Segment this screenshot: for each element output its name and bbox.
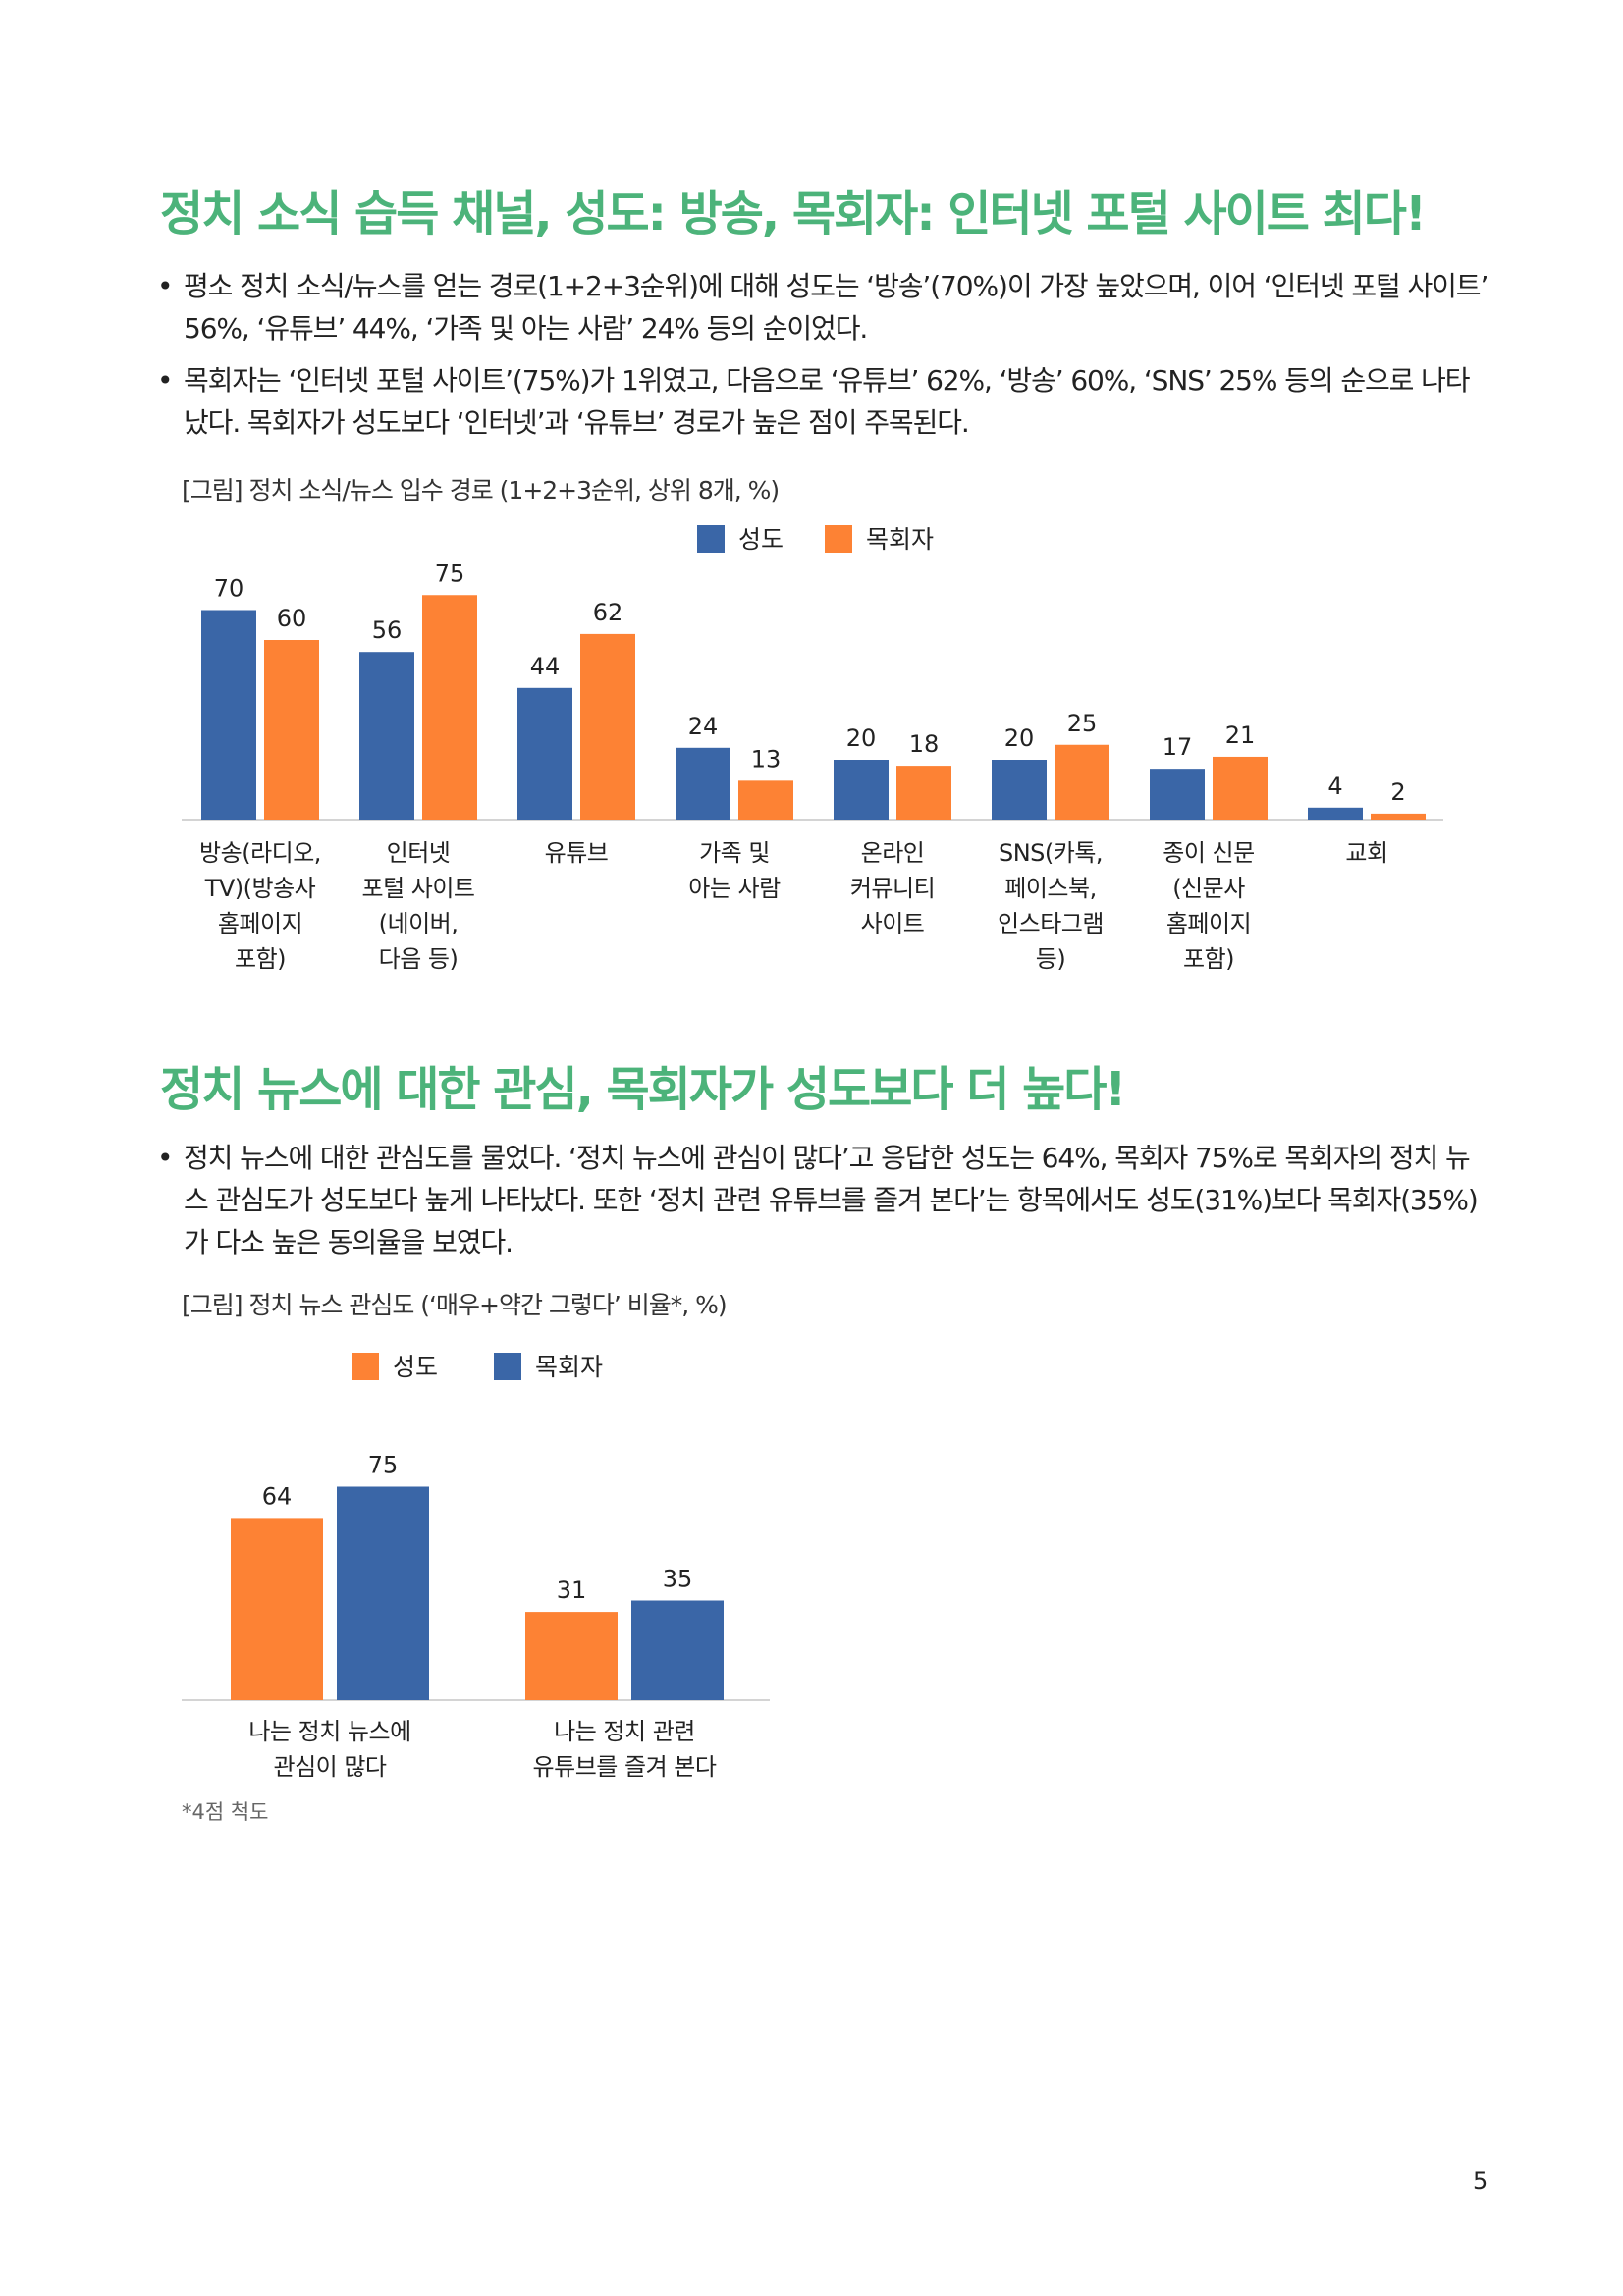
tick-label: TV)(방송사	[204, 875, 316, 902]
data-label: 64	[262, 1482, 293, 1510]
bullet-item: 평소 정치 소식/뉴스를 얻는 경로(1+2+3순위)에 대해 성도는 ‘방송’…	[157, 265, 1492, 349]
footnote: *4점 척도	[182, 1800, 269, 1824]
legend-label: 성도	[738, 525, 784, 554]
bar	[992, 760, 1047, 820]
legend-swatch	[697, 525, 725, 553]
bar	[1308, 807, 1363, 820]
bullet-item: 목회자는 ‘인터넷 포털 사이트’(75%)가 1위였고, 다음으로 ‘유튜브’…	[157, 359, 1492, 444]
data-label: 20	[846, 724, 877, 752]
legend-swatch	[352, 1353, 379, 1380]
tick-label: 포털 사이트	[361, 875, 474, 902]
tick-label: 가족 및	[699, 839, 770, 867]
interest-bullet-list: 정치 뉴스에 대한 관심도를 물었다. ‘정치 뉴스에 관심이 많다’고 응답한…	[157, 1137, 1492, 1273]
data-label: 17	[1163, 733, 1193, 761]
tick-label: 포함)	[1183, 945, 1234, 973]
data-label: 44	[530, 653, 561, 680]
bar	[1213, 756, 1268, 820]
bullet-item: 정치 뉴스에 대한 관심도를 물었다. ‘정치 뉴스에 관심이 많다’고 응답한…	[157, 1137, 1492, 1263]
data-label: 60	[277, 605, 307, 632]
tick-label: 인터넷	[387, 839, 451, 867]
data-label: 25	[1067, 710, 1098, 737]
bar	[676, 747, 730, 820]
tick-label: 페이스북,	[1004, 875, 1096, 902]
tick-label: 나는 정치 뉴스에	[248, 1718, 410, 1745]
bar	[231, 1518, 323, 1700]
data-label: 18	[909, 730, 940, 758]
legend-label: 목회자	[535, 1353, 603, 1381]
tick-label: 포함)	[235, 945, 286, 973]
data-label: 24	[688, 713, 719, 740]
data-label: 2	[1390, 778, 1405, 806]
tick-label: 나는 정치 관련	[554, 1718, 695, 1745]
bar	[1150, 769, 1205, 820]
tick-label: 홈페이지	[1166, 910, 1251, 937]
data-label: 20	[1004, 724, 1035, 752]
bar	[834, 760, 889, 820]
bar	[525, 1612, 618, 1700]
tick-label: 온라인	[861, 839, 925, 867]
data-label: 21	[1225, 721, 1256, 749]
tick-label: 홈페이지	[218, 910, 302, 937]
section-title-interest: 정치 뉴스에 대한 관심, 목회자가 성도보다 더 높다!	[160, 1062, 1126, 1117]
data-label: 13	[751, 745, 782, 773]
legend-swatch	[825, 525, 852, 553]
tick-label: SNS(카톡,	[999, 839, 1103, 867]
tick-label: 종이 신문	[1163, 839, 1254, 867]
tick-label: 등)	[1036, 945, 1065, 973]
data-label: 75	[435, 560, 465, 587]
tick-label: 아는 사람	[688, 875, 781, 902]
bar	[631, 1600, 724, 1700]
data-label: 56	[372, 616, 403, 644]
bar	[738, 780, 793, 820]
tick-label: (네이버,	[379, 910, 459, 937]
data-label: 62	[593, 599, 623, 626]
bar	[1055, 744, 1109, 820]
legend-swatch	[494, 1353, 521, 1380]
tick-label: 관심이 많다	[273, 1753, 386, 1781]
legend-label: 목회자	[866, 525, 934, 554]
data-label: 4	[1327, 773, 1342, 800]
data-label: 75	[368, 1452, 399, 1479]
bar	[201, 610, 256, 820]
tick-label: 인스타그램	[998, 910, 1104, 937]
bar	[896, 766, 951, 820]
legend-label: 성도	[393, 1353, 438, 1381]
bar	[422, 595, 477, 820]
tick-label: (신문사	[1172, 875, 1245, 902]
bar	[1371, 813, 1426, 820]
bar	[359, 652, 414, 820]
data-label: 70	[214, 575, 244, 603]
section-title-channels: 정치 소식 습득 채널, 성도: 방송, 목회자: 인터넷 포털 사이트 최다!	[160, 187, 1427, 241]
bar	[264, 640, 319, 820]
page-number: 5	[1473, 2167, 1488, 2195]
tick-label: 사이트	[861, 910, 925, 937]
tick-label: 유튜브를 즐겨 본다	[533, 1753, 717, 1781]
tick-label: 유튜브	[545, 839, 609, 867]
tick-label: 다음 등)	[379, 945, 459, 973]
figure-caption-interest: [그림] 정치 뉴스 관심도 (‘매우+약간 그렇다’ 비율*, %)	[182, 1291, 728, 1319]
bar	[580, 633, 635, 820]
bar	[337, 1486, 429, 1700]
tick-label: 커뮤니티	[850, 875, 935, 902]
figure-caption-channels: [그림] 정치 소식/뉴스 입수 경로 (1+2+3순위, 상위 8개, %)	[182, 476, 780, 505]
tick-label: 방송(라디오,	[199, 839, 321, 867]
channels-bullet-list: 평소 정치 소식/뉴스를 얻는 경로(1+2+3순위)에 대해 성도는 ‘방송’…	[157, 265, 1492, 454]
data-label: 35	[663, 1566, 693, 1593]
tick-label: 교회	[1345, 839, 1387, 867]
bar	[517, 687, 572, 820]
data-label: 31	[557, 1576, 587, 1604]
